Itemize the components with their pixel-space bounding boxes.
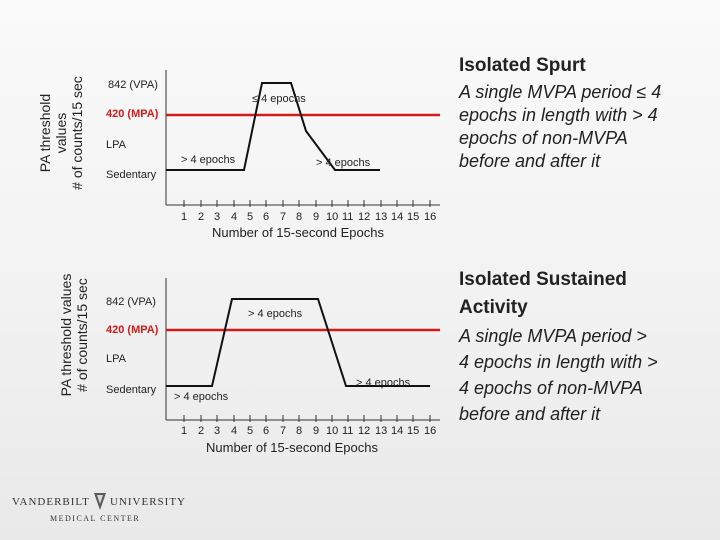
annotation-right: > 4 epochs [356, 377, 411, 389]
x-tick-label: 2 [198, 425, 205, 437]
x-tick-label: 6 [263, 425, 270, 437]
x-tick-label: 10 [326, 211, 339, 223]
x-tick-label: 2 [198, 211, 205, 223]
logo-text-left: VANDERBILT [12, 496, 90, 508]
sustained-diagram [165, 278, 440, 422]
panel-title: Isolated Spurt [459, 55, 586, 76]
x-tick-label: 9 [313, 425, 320, 437]
x-tick-label: 5 [247, 425, 254, 437]
x-tick-label: 3 [214, 211, 221, 223]
x-tick-label: 13 [375, 211, 388, 223]
panel-title-line-2: Activity [459, 297, 528, 318]
x-tick-label: 4 [231, 211, 238, 223]
spurt-diagram [165, 70, 440, 207]
x-tick-label: 4 [231, 425, 238, 437]
x-tick-label: 15 [407, 425, 420, 437]
x-tick-label: 14 [391, 425, 404, 437]
x-tick-label: 16 [424, 211, 437, 223]
x-tick-label: 6 [263, 211, 270, 223]
x-axis-label: Number of 15-second Epochs [212, 225, 384, 240]
annotation-left: > 4 epochs [174, 391, 229, 403]
x-tick-label: 11 [342, 211, 354, 223]
x-tick-label: 1 [181, 211, 188, 223]
annotation-right: > 4 epochs [316, 157, 371, 169]
x-tick-label: 12 [358, 425, 371, 437]
level-lpa: LPA [106, 353, 126, 365]
logo-text-right: UNIVERSITY [110, 496, 186, 508]
vanderbilt-logo: VANDERBILT UNIVERSITY MEDICAL CENTER [12, 493, 185, 534]
oak-leaf-icon [94, 493, 106, 510]
x-ticks [183, 200, 431, 207]
level-lpa: LPA [106, 139, 126, 151]
level-vpa: 842 (VPA) [108, 79, 158, 91]
x-tick-label: 8 [296, 425, 303, 437]
panel-title-line-1: Isolated Sustained [459, 269, 627, 290]
x-tick-label: 3 [214, 425, 221, 437]
annotation-top: > 4 epochs [248, 308, 303, 320]
x-tick-label: 16 [424, 425, 437, 437]
x-tick-label: 14 [391, 211, 404, 223]
logo-subtext: MEDICAL CENTER [50, 514, 141, 523]
activity-trace [166, 298, 430, 387]
level-mpa: 420 (MPA) [106, 108, 159, 120]
annotation-left: > 4 epochs [181, 154, 236, 166]
level-vpa: 842 (VPA) [106, 296, 156, 308]
x-tick-label: 8 [296, 211, 303, 223]
x-tick-label: 1 [181, 425, 188, 437]
level-sedentary: Sedentary [106, 384, 157, 396]
x-tick-label: 12 [358, 211, 371, 223]
x-tick-label: 10 [326, 425, 339, 437]
x-tick-label: 7 [280, 425, 287, 437]
annotation-top: ≤ 4 epochs [252, 93, 306, 105]
x-tick-label: 7 [280, 211, 287, 223]
x-tick-label: 11 [342, 425, 354, 437]
activity-trace [166, 82, 380, 171]
x-tick-label: 5 [247, 211, 254, 223]
level-sedentary: Sedentary [106, 169, 157, 181]
x-tick-label: 15 [407, 211, 420, 223]
x-tick-label: 9 [313, 211, 320, 223]
x-ticks [183, 415, 431, 422]
x-axis-label: Number of 15-second Epochs [206, 440, 378, 455]
level-mpa: 420 (MPA) [106, 324, 159, 336]
x-tick-label: 13 [375, 425, 388, 437]
